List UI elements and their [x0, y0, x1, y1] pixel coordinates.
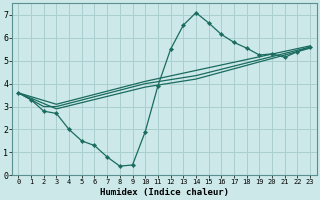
X-axis label: Humidex (Indice chaleur): Humidex (Indice chaleur) — [100, 188, 229, 197]
